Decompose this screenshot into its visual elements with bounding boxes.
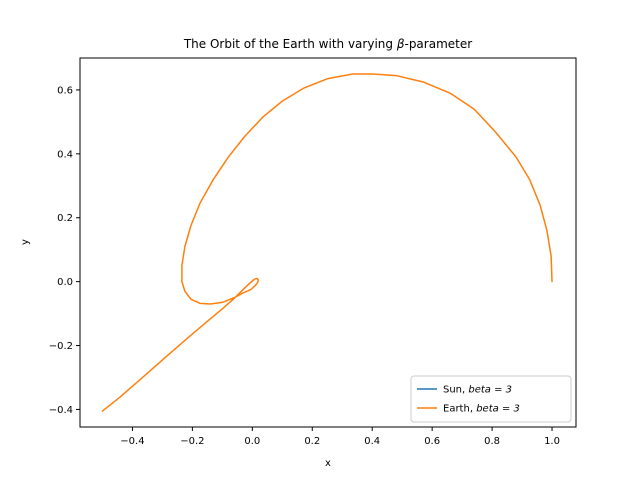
x-axis-ticks: −0.4 −0.2 0.0 0.2 0.4 0.6 0.8 1.0 (120, 427, 560, 447)
x-tick-label: 0.0 (244, 436, 260, 447)
x-tick-label: 0.8 (484, 436, 500, 447)
earth-orbit-line (101, 73, 553, 412)
y-axis-label: y (20, 239, 31, 245)
y-tick-label: 0.6 (57, 85, 73, 96)
x-tick-label: 0.2 (304, 436, 320, 447)
x-axis-label: x (325, 458, 331, 469)
series-layer (101, 73, 553, 412)
y-tick-label: 0.4 (57, 149, 73, 160)
chart-title: The Orbit of the Earth with varying β-pa… (183, 37, 472, 51)
plot-area (80, 58, 576, 427)
legend-box (410, 375, 572, 423)
y-axis-ticks: −0.4 −0.2 0.0 0.2 0.4 0.6 (49, 85, 80, 416)
x-tick-label: −0.4 (120, 436, 144, 447)
y-tick-label: −0.2 (49, 341, 73, 352)
legend-label-sun: Sun, beta = 3 (443, 385, 512, 396)
x-tick-label: −0.2 (180, 436, 204, 447)
y-tick-label: −0.4 (49, 405, 73, 416)
x-tick-label: 1.0 (544, 436, 560, 447)
x-tick-label: 0.6 (424, 436, 440, 447)
y-tick-label: 0.0 (57, 277, 73, 288)
y-tick-label: 0.2 (57, 213, 73, 224)
legend: Sun, beta = 3 Earth, beta = 3 (410, 375, 572, 423)
x-tick-label: 0.4 (364, 436, 380, 447)
legend-label-earth: Earth, beta = 3 (443, 404, 520, 415)
plot-frame (79, 57, 577, 428)
